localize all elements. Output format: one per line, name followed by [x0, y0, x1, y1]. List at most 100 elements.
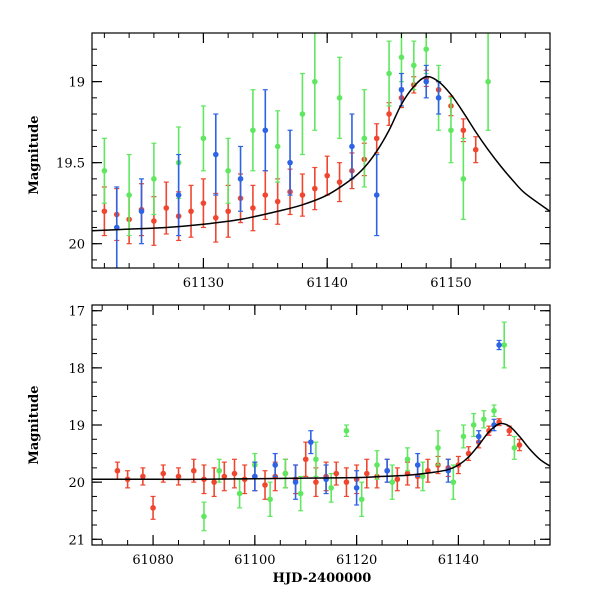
bottom-blue-point: [475, 433, 482, 440]
bottom-green-point: [297, 490, 304, 497]
bottom-green-point: [328, 485, 334, 491]
bottom-red-point: [302, 456, 309, 463]
bottom-green-point: [374, 462, 380, 468]
top-red-point: [373, 135, 380, 142]
bottom-x-tick-label: 61100: [234, 553, 275, 568]
top-blue-point: [287, 159, 293, 166]
top-blue-point: [373, 192, 380, 198]
top-green-point: [386, 70, 392, 77]
top-blue-point: [435, 95, 442, 101]
top-blue-point: [237, 176, 244, 182]
bottom-red-point: [313, 479, 319, 485]
top-blue-point: [398, 86, 405, 93]
bottom-red-point: [231, 470, 238, 477]
bottom-blue-point: [353, 485, 360, 491]
top-red-point: [299, 192, 306, 198]
bottom-blue-point: [292, 479, 299, 485]
bottom-blue-point: [496, 342, 502, 348]
top-red-point: [212, 214, 219, 221]
top-red-point: [386, 111, 392, 117]
top-green-point: [312, 78, 318, 85]
top-red-point: [312, 185, 318, 192]
bottom-red-point: [175, 473, 182, 480]
top-red-point: [200, 200, 207, 206]
top-green-point: [361, 135, 368, 142]
top-green-point: [250, 127, 256, 134]
bottom-blue-point: [414, 462, 421, 468]
top-red-point: [324, 172, 330, 179]
bottom-x-tick-label: 61120: [336, 553, 377, 568]
bottom-y-tick-label: 18: [68, 362, 85, 377]
top-red-point: [151, 218, 157, 224]
bottom-axes-frame: [91, 304, 551, 546]
top-y-tick-label: 20: [68, 238, 85, 253]
bottom-green-point: [358, 496, 365, 503]
bottom-red-point: [160, 470, 167, 477]
top-model-curve: [92, 75, 550, 232]
bottom-green-point: [343, 427, 350, 434]
bottom-panel: 61080 61100 61120 61140 17 18 19 20 21: [68, 304, 551, 568]
top-green-point: [448, 127, 454, 134]
bottom-red-point: [343, 479, 350, 485]
top-blue-point: [212, 151, 219, 158]
bottom-green-point: [481, 416, 487, 423]
bottom-red-point: [262, 482, 268, 488]
bottom-green-point: [216, 467, 223, 474]
top-green-point: [126, 192, 132, 198]
top-x-tick-label: 61130: [183, 276, 224, 291]
bottom-green-point: [404, 456, 411, 463]
top-blue-point: [138, 208, 145, 215]
bottom-y-axis-label: Magnitude: [27, 385, 42, 464]
top-green-point: [336, 95, 343, 101]
top-red-point: [225, 208, 231, 215]
top-green-point: [200, 135, 207, 142]
bottom-y-tick-label: 20: [68, 476, 85, 491]
bottom-red-point: [486, 427, 492, 434]
top-y-axis-label: Magnitude: [27, 115, 42, 194]
bottom-y-tick-label: 17: [68, 305, 85, 320]
bottom-green-point: [435, 445, 441, 451]
top-green-point: [151, 176, 157, 182]
top-y-tick-label: 19: [68, 76, 85, 91]
top-y-tick-label: 19.5: [56, 157, 85, 172]
bottom-green-point: [501, 342, 508, 348]
bottom-green-point: [201, 513, 207, 520]
bottom-red-point: [364, 470, 370, 477]
bottom-blue-point: [252, 473, 258, 480]
top-blue-point: [423, 78, 430, 85]
top-blue-point: [262, 127, 269, 134]
bottom-red-point: [190, 467, 197, 474]
bottom-red-point: [150, 505, 156, 511]
bottom-model-curve: [92, 422, 550, 481]
top-blue-point: [175, 192, 182, 198]
top-red-point: [101, 208, 108, 215]
top-red-point: [336, 179, 343, 185]
bottom-red-point: [221, 473, 228, 480]
top-red-point: [262, 192, 269, 198]
bottom-green-point: [282, 470, 289, 477]
top-axes-frame: [91, 32, 551, 269]
top-red-point: [250, 205, 256, 211]
bottom-blue-point: [272, 462, 279, 468]
top-green-point: [225, 167, 231, 174]
bottom-red-point: [333, 470, 340, 477]
top-green-point: [423, 46, 430, 53]
top-red-point: [163, 205, 170, 211]
bottom-red-point: [140, 473, 146, 480]
bottom-green-point: [470, 422, 477, 428]
bottom-green-point: [511, 445, 518, 451]
bottom-x-axis-label: HJD-2400000: [273, 571, 372, 586]
top-green-point: [485, 78, 491, 85]
bottom-y-tick-label: 21: [68, 533, 85, 548]
top-x-tick-label: 61140: [307, 276, 348, 291]
bottom-y-tick-label: 19: [68, 419, 85, 434]
top-plot-area: [92, 33, 550, 268]
bottom-blue-point: [384, 467, 390, 474]
top-green-point: [460, 176, 467, 182]
bottom-green-point: [267, 496, 273, 503]
bottom-red-point: [114, 467, 121, 474]
bottom-red-point: [394, 476, 401, 483]
bottom-red-point: [506, 427, 513, 434]
top-x-tick-label: 61150: [430, 276, 471, 291]
